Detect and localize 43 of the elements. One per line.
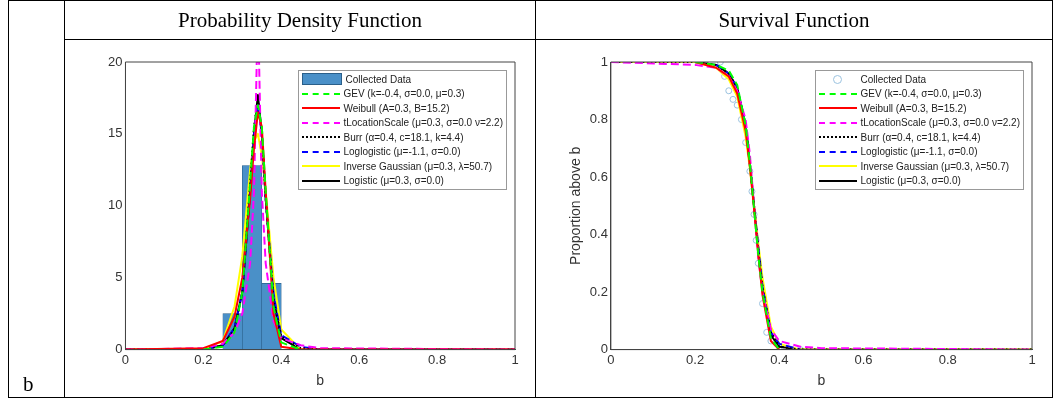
- legend-label: Loglogistic (μ=-1.1, σ=0.0): [343, 146, 461, 158]
- x-tick-label: 0.2: [194, 351, 213, 367]
- legend-label: Loglogistic (μ=-1.1, σ=0.0): [860, 146, 978, 158]
- y-tick-label: 0.2: [589, 283, 608, 299]
- legend-label: Logistic (μ=0.3, σ=0.0): [343, 175, 444, 187]
- x-tick-label: 0.8: [938, 351, 957, 367]
- legend-label: Inverse Gaussian (μ=0.3, λ=50.7): [860, 160, 1010, 172]
- legend-label: GEV (k=-0.4, σ=0.0, μ=0.3): [860, 88, 982, 100]
- y-tick-label: 20: [107, 53, 123, 69]
- y-axis-title: Proportion above b: [567, 146, 584, 265]
- legend-label: Weibull (A=0.3, B=15.2): [860, 102, 967, 114]
- legend-label: GEV (k=-0.4, σ=0.0, μ=0.3): [343, 88, 465, 100]
- legend-label: Collected Data: [345, 73, 412, 85]
- y-tick-label: 0.6: [589, 168, 608, 184]
- text: b: [8, 39, 65, 397]
- x-tick-label: 1: [1028, 351, 1036, 367]
- y-tick-label: 0.4: [589, 226, 608, 242]
- legend-label: tLocationScale (μ=0.3, σ=0.0 ν=2.2): [860, 117, 1020, 129]
- x-tick-label: 0.2: [686, 351, 705, 367]
- x-tick-label: 0.4: [770, 351, 789, 367]
- legend-label: Inverse Gaussian (μ=0.3, λ=50.7): [343, 160, 493, 172]
- legend-label: Logistic (μ=0.3, σ=0.0): [860, 175, 961, 187]
- y-tick-label: 1: [600, 53, 608, 69]
- legend-label: Burr (α=0.4, c=18.1, k=4.4): [860, 131, 981, 143]
- legend-label: tLocationScale (μ=0.3, σ=0.0 ν=2.2): [343, 117, 503, 129]
- x-tick-label: 0.4: [272, 351, 291, 367]
- chart-title: Probability Density Function: [64, 0, 536, 40]
- legend-label: Collected Data: [860, 73, 927, 85]
- x-axis-title: b: [817, 372, 826, 389]
- legend-label: Burr (α=0.4, c=18.1, k=4.4): [343, 131, 464, 143]
- y-tick-label: 0: [600, 341, 608, 357]
- y-tick-label: 0: [115, 341, 123, 357]
- chart-title: Survival Function: [535, 0, 1053, 40]
- x-tick-label: 1: [511, 351, 519, 367]
- x-tick-label: 0.6: [350, 351, 369, 367]
- x-tick-label: 0.6: [854, 351, 873, 367]
- y-tick-label: 10: [107, 197, 123, 213]
- x-tick-label: 0.8: [428, 351, 447, 367]
- y-tick-label: 0.8: [589, 111, 608, 127]
- y-tick-label: 5: [115, 269, 123, 285]
- legend-label: Weibull (A=0.3, B=15.2): [343, 102, 450, 114]
- x-axis-title: b: [316, 372, 325, 389]
- y-tick-label: 15: [107, 125, 123, 141]
